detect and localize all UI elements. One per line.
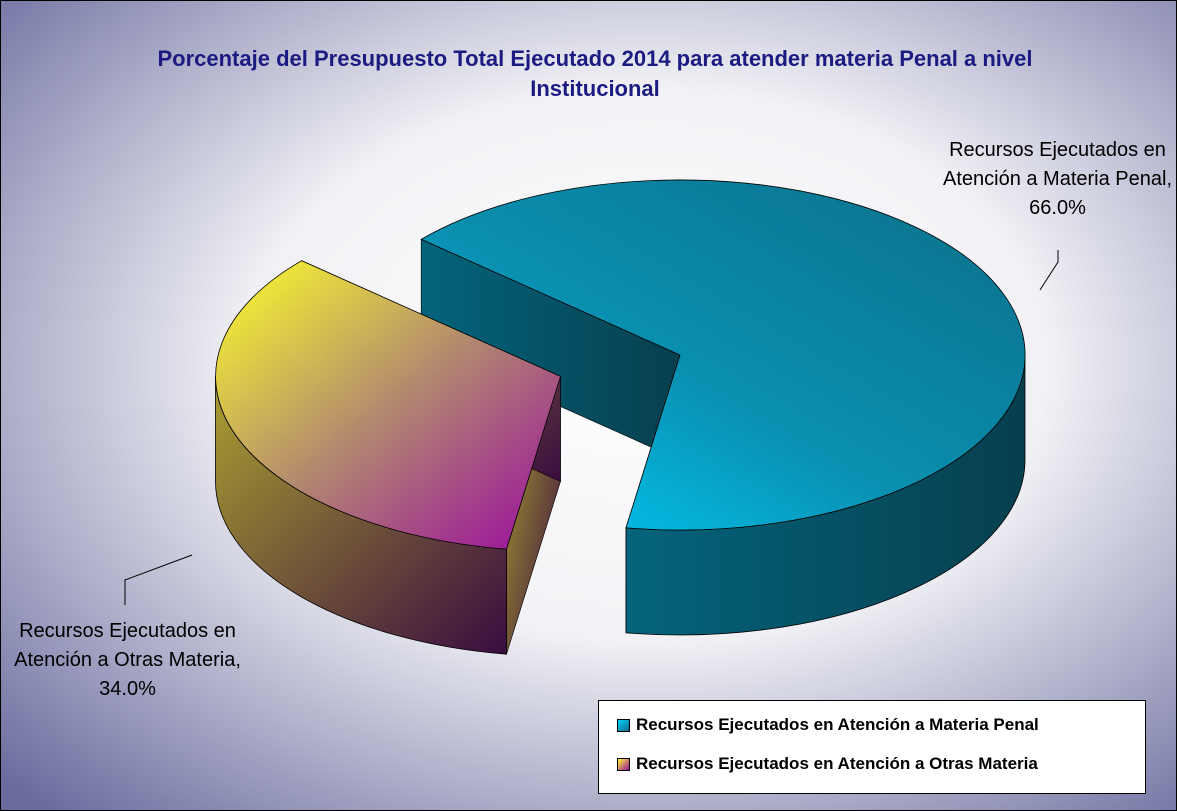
slice <box>420 179 1026 531</box>
chart-title: Porcentaje del Presupuesto Total Ejecuta… <box>157 46 1033 101</box>
legend-item: Recursos Ejecutados en Atención a Otras … <box>617 754 1038 774</box>
leader-line <box>124 554 193 605</box>
data-label-category: Recursos Ejecutados en Atención a Otras … <box>14 620 241 671</box>
legend-label: Recursos Ejecutados en Atención a Materi… <box>636 715 1039 734</box>
legend: Recursos Ejecutados en Atención a Materi… <box>598 700 1146 794</box>
data-label: Recursos Ejecutados en Atención a Materi… <box>935 136 1177 223</box>
legend-label: Recursos Ejecutados en Atención a Otras … <box>636 754 1038 773</box>
leader-line <box>1039 250 1059 291</box>
data-label-category: Recursos Ejecutados en Atención a Materi… <box>943 139 1172 190</box>
legend-swatch <box>617 757 630 771</box>
slice <box>215 260 561 550</box>
legend-swatch <box>617 718 630 732</box>
data-label: Recursos Ejecutados en Atención a Otras … <box>5 617 250 704</box>
legend-item: Recursos Ejecutados en Atención a Materi… <box>617 715 1039 735</box>
data-label-value: 34.0% <box>99 678 156 700</box>
data-label-value: 66.0% <box>1029 197 1086 219</box>
